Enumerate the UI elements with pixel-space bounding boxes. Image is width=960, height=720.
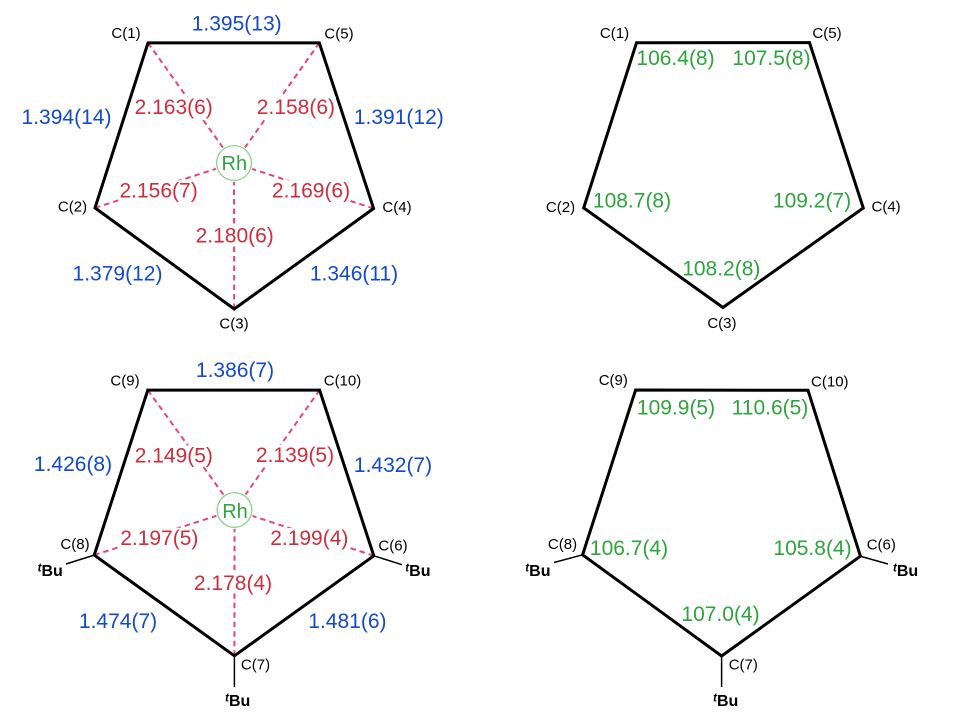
svg-text:1.432(7): 1.432(7): [354, 454, 432, 477]
svg-text:C(1): C(1): [600, 25, 629, 42]
svg-text:2.178(4): 2.178(4): [194, 572, 272, 595]
svg-text:2.149(5): 2.149(5): [135, 444, 213, 467]
svg-text:C(7): C(7): [241, 657, 270, 674]
svg-text:1.391(12): 1.391(12): [354, 106, 444, 129]
svg-text:2.197(5): 2.197(5): [120, 527, 198, 550]
svg-text:108.2(8): 108.2(8): [682, 258, 760, 281]
svg-text:106.4(8): 106.4(8): [636, 47, 714, 70]
svg-text:tBu: tBu: [525, 563, 550, 581]
svg-text:C(7): C(7): [729, 657, 758, 674]
svg-text:C(8): C(8): [548, 536, 577, 553]
svg-text:C(2): C(2): [546, 199, 575, 216]
svg-text:2.180(6): 2.180(6): [196, 225, 274, 248]
svg-text:C(8): C(8): [60, 536, 89, 553]
svg-text:1.346(11): 1.346(11): [310, 263, 398, 286]
svg-text:109.2(7): 109.2(7): [773, 190, 851, 213]
svg-text:2.163(6): 2.163(6): [135, 96, 213, 119]
svg-text:C(4): C(4): [872, 199, 901, 216]
svg-text:C(3): C(3): [219, 315, 248, 332]
svg-text:C(9): C(9): [599, 372, 628, 389]
svg-text:1.395(13): 1.395(13): [192, 13, 282, 36]
svg-text:2.139(5): 2.139(5): [256, 444, 334, 467]
svg-text:2.158(6): 2.158(6): [257, 96, 335, 119]
svg-text:105.8(4): 105.8(4): [773, 537, 851, 560]
svg-text:2.169(6): 2.169(6): [272, 179, 350, 202]
svg-text:107.0(4): 107.0(4): [681, 603, 759, 626]
svg-text:2.199(4): 2.199(4): [270, 527, 348, 550]
svg-text:tBu: tBu: [38, 563, 63, 581]
svg-text:C(10): C(10): [811, 374, 849, 391]
svg-text:C(9): C(9): [110, 373, 139, 390]
svg-text:108.7(8): 108.7(8): [593, 190, 671, 213]
svg-text:2.156(7): 2.156(7): [119, 179, 197, 202]
svg-text:1.379(12): 1.379(12): [73, 263, 163, 286]
svg-text:tBu: tBu: [713, 693, 738, 711]
svg-text:C(3): C(3): [707, 315, 736, 332]
svg-text:C(2): C(2): [58, 199, 87, 216]
svg-text:1.474(7): 1.474(7): [79, 610, 157, 633]
svg-text:Rh: Rh: [222, 153, 248, 175]
svg-text:C(4): C(4): [382, 199, 411, 216]
svg-text:1.386(7): 1.386(7): [196, 359, 274, 382]
svg-text:tBu: tBu: [893, 563, 918, 581]
svg-text:C(10): C(10): [324, 373, 362, 390]
svg-text:106.7(4): 106.7(4): [590, 537, 668, 560]
svg-text:C(5): C(5): [324, 26, 353, 43]
svg-text:tBu: tBu: [405, 563, 430, 581]
svg-text:C(6): C(6): [867, 537, 896, 554]
svg-text:107.5(8): 107.5(8): [732, 47, 810, 70]
svg-text:Rh: Rh: [222, 501, 248, 523]
svg-text:110.6(5): 110.6(5): [732, 396, 809, 419]
svg-text:C(6): C(6): [378, 537, 407, 554]
svg-text:1.481(6): 1.481(6): [308, 610, 386, 633]
svg-text:tBu: tBu: [225, 693, 250, 711]
svg-text:1.426(8): 1.426(8): [34, 453, 112, 476]
svg-text:109.9(5): 109.9(5): [637, 396, 715, 419]
svg-text:1.394(14): 1.394(14): [22, 106, 112, 129]
svg-text:C(5): C(5): [812, 25, 841, 42]
svg-text:C(1): C(1): [111, 25, 140, 42]
